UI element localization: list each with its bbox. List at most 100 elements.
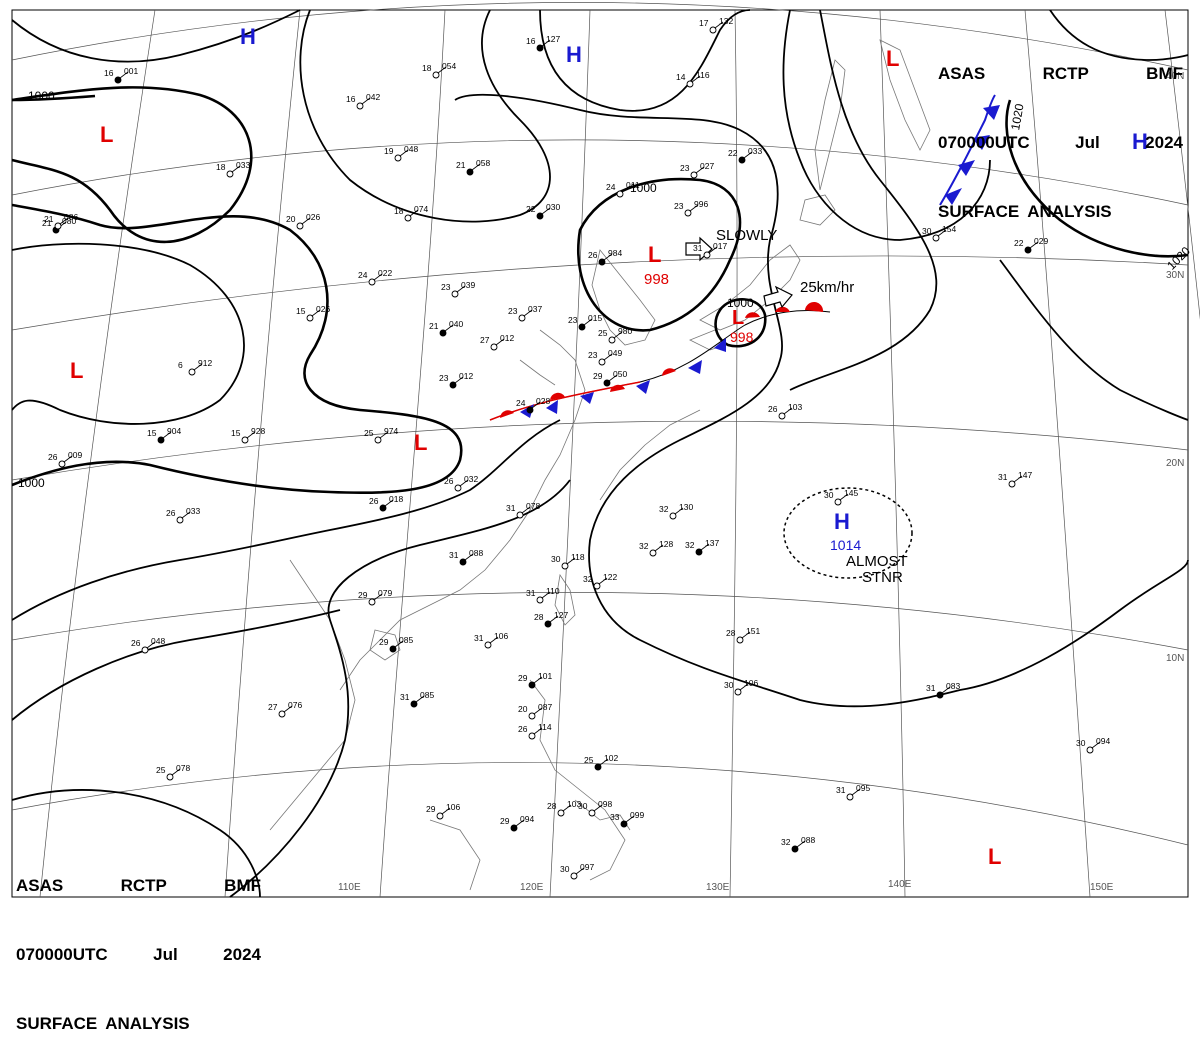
station-cloud-circle <box>738 156 746 164</box>
station-temperature: 27 <box>268 702 278 712</box>
station-plot: 23 996 <box>674 199 708 217</box>
station-plot: 26 009 <box>48 450 82 468</box>
station-plot: 20 087 <box>518 702 552 720</box>
station-pressure: 074 <box>414 204 428 214</box>
station-pressure: 147 <box>1018 470 1032 480</box>
station-plot: 23 037 <box>508 304 542 322</box>
station-wind-barb <box>613 331 623 339</box>
annotations: SLOWLY 25km/hr ALMOST STNR <box>716 227 908 586</box>
station-wind-barb <box>700 543 710 551</box>
station-wind-barb <box>743 151 753 159</box>
station-temperature: 20 <box>518 704 528 714</box>
station-wind-barb <box>583 318 593 326</box>
station-pressure: 012 <box>459 371 473 381</box>
station-temperature: 32 <box>639 541 649 551</box>
station-cloud-circle <box>379 504 387 512</box>
station-temperature: 30 <box>551 554 561 564</box>
station-pressure: 054 <box>442 61 456 71</box>
station-temperature: 33 <box>610 812 620 822</box>
station-plot: 32 122 <box>583 572 617 590</box>
header-source: ASAS <box>938 64 986 83</box>
station-plot: 27 012 <box>480 333 514 351</box>
lat-label: 10N <box>1166 653 1184 664</box>
station-plot: 21 086 <box>44 212 78 230</box>
isobar-label: 1000 <box>630 181 657 195</box>
station-temperature: 23 <box>680 163 690 173</box>
station-pressure: 048 <box>151 636 165 646</box>
header-kind2: ANALYSIS <box>105 1014 190 1033</box>
high-center: H <box>566 42 582 67</box>
station-temperature: 16 <box>346 94 356 104</box>
station-pressure: 011 <box>626 180 640 190</box>
station-plot: 31 095 <box>836 783 870 801</box>
station-cloud-circle <box>684 209 692 217</box>
station-cloud-circle <box>526 406 534 414</box>
station-temperature: 27 <box>480 335 490 345</box>
station-wind-barb <box>246 431 256 439</box>
station-pressure: 154 <box>942 224 956 234</box>
station-temperature: 29 <box>500 816 510 826</box>
station-wind-barb <box>399 149 409 157</box>
station-pressure: 098 <box>598 799 612 809</box>
speed-label: 25km/hr <box>800 279 854 296</box>
lat-label: 20N <box>1166 458 1184 469</box>
slowly-label: SLOWLY <box>716 227 777 244</box>
station-cloud-circle <box>608 336 616 344</box>
station-temperature: 31 <box>400 692 410 702</box>
station-temperature: 29 <box>379 637 389 647</box>
station-plot: 26 114 <box>518 722 552 740</box>
station-pressure: 103 <box>567 799 581 809</box>
station-cloud-circle <box>114 76 122 84</box>
station-plot: 24 022 <box>358 268 392 286</box>
station-wind-barb <box>708 246 718 254</box>
station-temperature: 21 <box>42 218 52 228</box>
station-cloud-circle <box>528 712 536 720</box>
station-wind-barb <box>361 97 371 105</box>
station-pressure: 996 <box>694 199 708 209</box>
station-wind-barb <box>541 207 551 215</box>
lat-label: 40N <box>1166 71 1184 82</box>
header-year: 2024 <box>223 945 261 964</box>
station-plot: 18 074 <box>394 204 428 222</box>
station-wind-barb <box>621 185 631 193</box>
station-temperature: 22 <box>728 148 738 158</box>
pressure-centers: H H H L L L L L L L H <box>70 24 1148 869</box>
station-temperature: 23 <box>588 350 598 360</box>
station-wind-barb <box>533 707 543 715</box>
station-pressure: 137 <box>705 538 719 548</box>
station-wind-barb <box>739 683 749 691</box>
low-center: L <box>732 307 744 329</box>
station-plot: 20 026 <box>286 212 320 230</box>
station-pressure: 049 <box>608 348 622 358</box>
station-plot: 16 001 <box>104 66 138 84</box>
station-plot: 29 085 <box>379 635 413 653</box>
station-pressure: 088 <box>801 835 815 845</box>
station-temperature: 24 <box>606 182 616 192</box>
station-wind-barb <box>63 455 73 463</box>
station-pressure: 127 <box>546 34 560 44</box>
station-plot: 26 984 <box>588 248 622 266</box>
station-cloud-circle <box>389 645 397 653</box>
station-pressure: 114 <box>538 722 552 732</box>
station-cloud-circle <box>516 511 524 519</box>
isobar-label: 1000 <box>28 89 55 103</box>
station-temperature: 26 <box>166 508 176 518</box>
station-pressure: 029 <box>1034 236 1048 246</box>
low-center: L <box>414 430 427 455</box>
header-kind: SURFACE <box>938 202 1020 221</box>
station-cloud-circle <box>703 251 711 259</box>
station-temperature: 32 <box>685 540 695 550</box>
lat-label: 30N <box>1166 270 1184 281</box>
station-pressure: 103 <box>788 402 802 412</box>
station-wind-barb <box>59 217 69 225</box>
station-temperature: 26 <box>768 404 778 414</box>
station-cloud-circle <box>846 793 854 801</box>
station-wind-barb <box>654 544 664 552</box>
station-cloud-circle <box>570 872 578 880</box>
header-time: 070000UTC <box>938 133 1030 152</box>
station-cloud-circle <box>449 381 457 389</box>
station-wind-barb <box>608 374 618 382</box>
station-plot: 32 128 <box>639 539 673 557</box>
station-wind-barb <box>311 309 321 317</box>
station-cloud-circle <box>1086 746 1094 754</box>
